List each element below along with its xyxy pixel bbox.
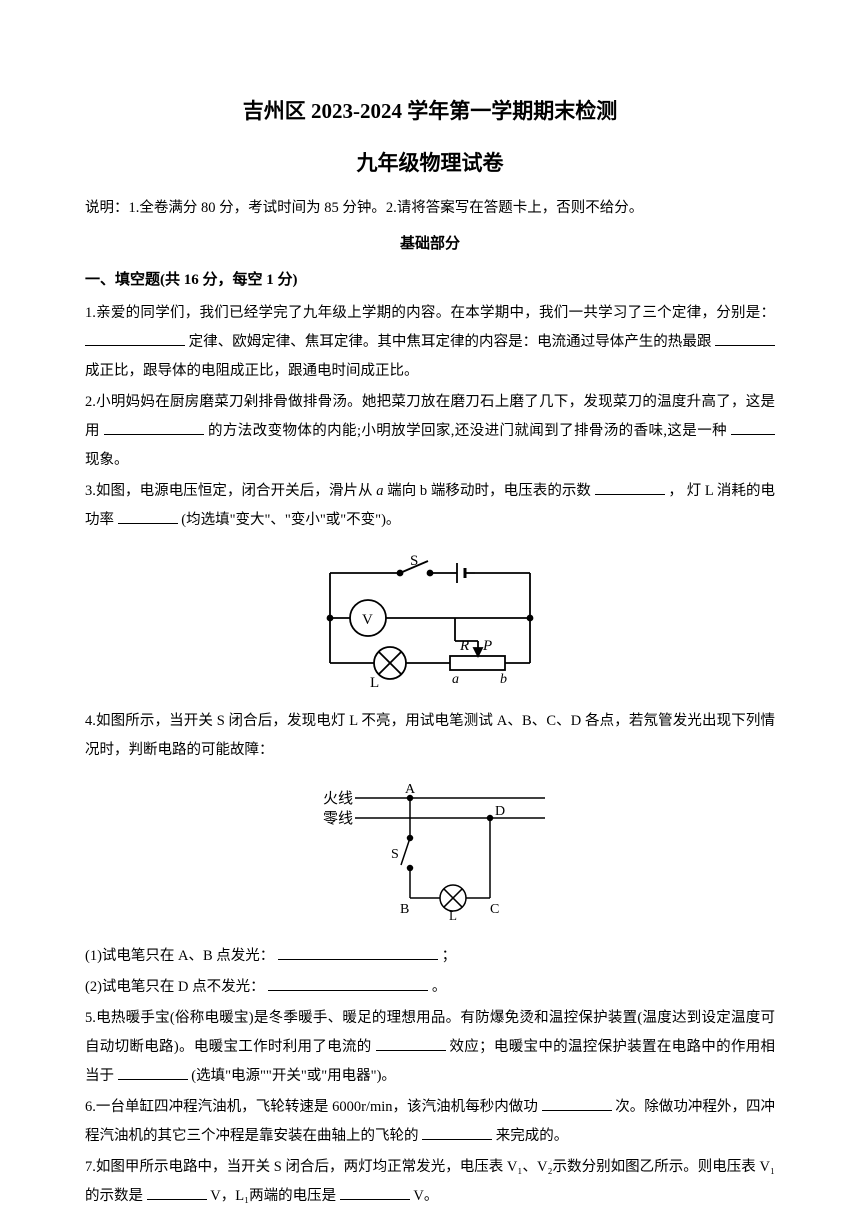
- q2-text-mid: 的方法改变物体的内能;小明放学回家,还没进门就闻到了排骨汤的香味,这是一种: [208, 423, 727, 439]
- question-4-sub1: (1)试电笔只在 A、B 点发光： ；: [85, 942, 775, 971]
- q7-text-mid: V，L₁两端的电压是: [210, 1188, 336, 1204]
- instruction-text: 说明：1.全卷满分 80 分，考试时间为 85 分钟。2.请将答案写在答题卡上，…: [85, 194, 775, 223]
- label-D: D: [495, 804, 505, 819]
- question-1: 1.亲爱的同学们，我们已经学完了九年级上学期的内容。在本学期中，我们一共学习了三…: [85, 299, 775, 386]
- q3-a: a: [376, 483, 383, 499]
- q3-blank-1: [595, 479, 665, 495]
- question-3: 3.如图，电源电压恒定，闭合开关后，滑片从 a 端向 b 端移动时，电压表的示数…: [85, 477, 775, 535]
- label-zeroline: 零线: [323, 810, 353, 827]
- question-4-sub2: (2)试电笔只在 D 点不发光： 。: [85, 973, 775, 1002]
- q2-text-end: 现象。: [85, 452, 129, 468]
- q6-blank-1: [542, 1095, 612, 1111]
- label-S2: S: [391, 847, 399, 862]
- q4-blank-1: [278, 944, 438, 960]
- label-S: S: [410, 553, 418, 569]
- subsection-header: 一、填空题(共 16 分，每空 1 分): [85, 265, 775, 295]
- q4-text: 4.如图所示，当开关 S 闭合后，发现电灯 L 不亮，用试电笔测试 A、B、C、…: [85, 713, 775, 758]
- q7-blank-1: [147, 1184, 207, 1200]
- label-P: P: [482, 638, 492, 654]
- q1-text-end: 成正比，跟导体的电阻成正比，跟通电时间成正比。: [85, 363, 419, 379]
- q3-text-mid1: 端向 b 端移动时，电压表的示数: [387, 483, 591, 499]
- page-title-main: 吉州区 2023-2024 学年第一学期期末检测: [85, 90, 775, 132]
- section-header: 基础部分: [85, 229, 775, 259]
- label-C: C: [490, 902, 499, 917]
- label-B: B: [400, 902, 409, 917]
- q4-sub2-text: (2)试电笔只在 D 点不发光：: [85, 979, 265, 995]
- q6-text-end: 来完成的。: [496, 1128, 569, 1144]
- q6-blank-2: [422, 1124, 492, 1140]
- q4-sub1-text: (1)试电笔只在 A、B 点发光：: [85, 948, 274, 964]
- q2-blank-2: [731, 419, 775, 435]
- q5-blank-2: [118, 1064, 188, 1080]
- label-b: b: [500, 672, 507, 687]
- q5-text-end: (选填"电源""开关"或"用电器")。: [191, 1068, 396, 1084]
- label-L: L: [370, 675, 379, 688]
- q3-text-before: 3.如图，电源电压恒定，闭合开关后，滑片从: [85, 483, 376, 499]
- q4-sub1-end: ；: [442, 948, 457, 964]
- question-6: 6.一台单缸四冲程汽油机，飞轮转速是 6000r/min，该汽油机每秒内做功 次…: [85, 1093, 775, 1151]
- label-a: a: [452, 672, 459, 687]
- label-fireline: 火线: [323, 790, 353, 807]
- q4-blank-2: [268, 975, 428, 991]
- q1-text-before: 1.亲爱的同学们，我们已经学完了九年级上学期的内容。在本学期中，我们一共学习了三…: [85, 305, 775, 321]
- question-5: 5.电热暖手宝(俗称电暖宝)是冬季暖手、暖足的理想用品。有防爆免烫和温控保护装置…: [85, 1004, 775, 1091]
- label-V: V: [362, 612, 373, 628]
- q7-text-end: V。: [413, 1188, 438, 1204]
- q1-blank-2: [715, 330, 775, 346]
- q7-blank-2: [340, 1184, 410, 1200]
- circuit-diagram-1: S V L R P a b: [85, 543, 775, 699]
- q2-blank-1: [104, 419, 204, 435]
- q6-text-before: 6.一台单缸四冲程汽油机，飞轮转速是 6000r/min，该汽油机每秒内做功: [85, 1099, 538, 1115]
- q3-blank-2: [118, 508, 178, 524]
- q3-text-end: (均选填"变大"、"变小"或"不变")。: [181, 512, 400, 528]
- label-R: R: [459, 638, 469, 654]
- label-L2: L: [449, 908, 457, 923]
- q4-sub2-end: 。: [432, 979, 447, 995]
- question-2: 2.小明妈妈在厨房磨菜刀剁排骨做排骨汤。她把菜刀放在磨刀石上磨了几下，发现菜刀的…: [85, 388, 775, 475]
- q1-blank-1: [85, 330, 185, 346]
- q1-text-mid: 定律、欧姆定律、焦耳定律。其中焦耳定律的内容是：电流通过导体产生的热最跟: [189, 334, 712, 350]
- label-A: A: [405, 782, 416, 797]
- q5-blank-1: [376, 1035, 446, 1051]
- circuit-diagram-2: 火线 零线 A D S B C L: [85, 773, 775, 934]
- question-4: 4.如图所示，当开关 S 闭合后，发现电灯 L 不亮，用试电笔测试 A、B、C、…: [85, 707, 775, 765]
- question-7: 7.如图甲所示电路中，当开关 S 闭合后，两灯均正常发光，电压表 V₁、V₂示数…: [85, 1153, 775, 1211]
- page-title-sub: 九年级物理试卷: [85, 142, 775, 184]
